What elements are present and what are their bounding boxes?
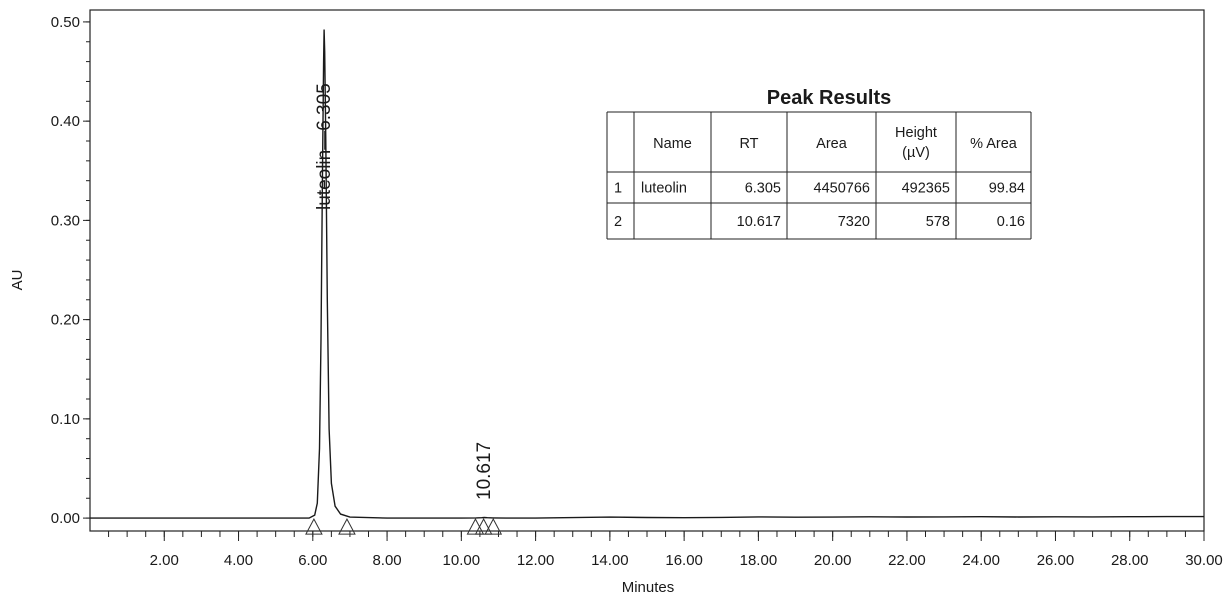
table-cell: 1 xyxy=(614,181,622,197)
x-tick-label: 30.00 xyxy=(1185,552,1223,569)
x-tick-label: 20.00 xyxy=(814,552,852,569)
y-tick-label: 0.10 xyxy=(51,411,80,428)
table-cell: 10.617 xyxy=(737,214,781,230)
plot-frame xyxy=(89,9,1205,532)
baseline-marker xyxy=(474,518,493,535)
x-tick-label: 28.00 xyxy=(1111,552,1149,569)
y-tick-label: 0.50 xyxy=(51,14,80,31)
x-tick-label: 4.00 xyxy=(224,552,253,569)
table-cell: 7320 xyxy=(838,214,870,230)
baseline-markers xyxy=(305,518,503,535)
x-tick-label: 12.00 xyxy=(517,552,555,569)
chart-ticks: 0.00 0.10 0.20 0.30 0.40 0.50 2.00 4.00 6.00 8.00… xyxy=(51,14,1223,569)
peak-labels: luteolin—6.305 10.617 xyxy=(314,83,495,500)
baseline-marker xyxy=(305,518,323,535)
table-cell: luteolin xyxy=(641,181,687,197)
table-cell: 99.84 xyxy=(989,181,1025,197)
table-cell: 6.305 xyxy=(745,181,781,197)
table-cell: 578 xyxy=(926,214,950,230)
y-tick-label: 0.20 xyxy=(51,312,80,329)
chromatogram-trace xyxy=(90,29,1204,519)
baseline-marker xyxy=(484,518,503,535)
table-header-cell: Area xyxy=(816,136,848,152)
table-cell: 492365 xyxy=(902,181,950,197)
x-tick-label: 22.00 xyxy=(888,552,926,569)
x-tick-label: 18.00 xyxy=(740,552,778,569)
table-cell: 2 xyxy=(614,214,622,230)
x-tick-label: 16.00 xyxy=(665,552,703,569)
x-axis-title: Minutes xyxy=(622,579,675,596)
peak-results-table: Peak Results Name RT Area Height (µV) % Area 1 l… xyxy=(606,87,1032,240)
trace-layer xyxy=(90,29,1204,519)
table-header-cell: % Area xyxy=(970,136,1018,152)
y-tick-label: 0.30 xyxy=(51,212,80,229)
peak-label: luteolin—6.305 xyxy=(314,83,335,210)
y-axis-title: AU xyxy=(9,270,26,291)
table-title: Peak Results xyxy=(767,87,892,109)
x-tick-label: 6.00 xyxy=(298,552,327,569)
x-tick-label: 10.00 xyxy=(443,552,481,569)
chart-axes xyxy=(89,9,1205,532)
x-tick-label: 14.00 xyxy=(591,552,629,569)
table-header-cell: Name xyxy=(653,136,692,152)
table-header-cell: (µV) xyxy=(902,145,930,161)
table-header-cell: Height xyxy=(895,125,937,141)
x-tick-label: 2.00 xyxy=(150,552,179,569)
y-tick-label: 0.40 xyxy=(51,113,80,130)
x-tick-label: 26.00 xyxy=(1037,552,1075,569)
table-cell: 4450766 xyxy=(814,181,870,197)
table-cell: 0.16 xyxy=(997,214,1025,230)
x-tick-label: 24.00 xyxy=(962,552,1000,569)
peak-label: 10.617 xyxy=(474,442,495,500)
x-tick-label: 8.00 xyxy=(372,552,401,569)
table-header-cell: RT xyxy=(739,136,758,152)
y-tick-label: 0.00 xyxy=(51,510,80,527)
baseline-marker xyxy=(466,518,485,535)
baseline-marker xyxy=(338,518,356,535)
